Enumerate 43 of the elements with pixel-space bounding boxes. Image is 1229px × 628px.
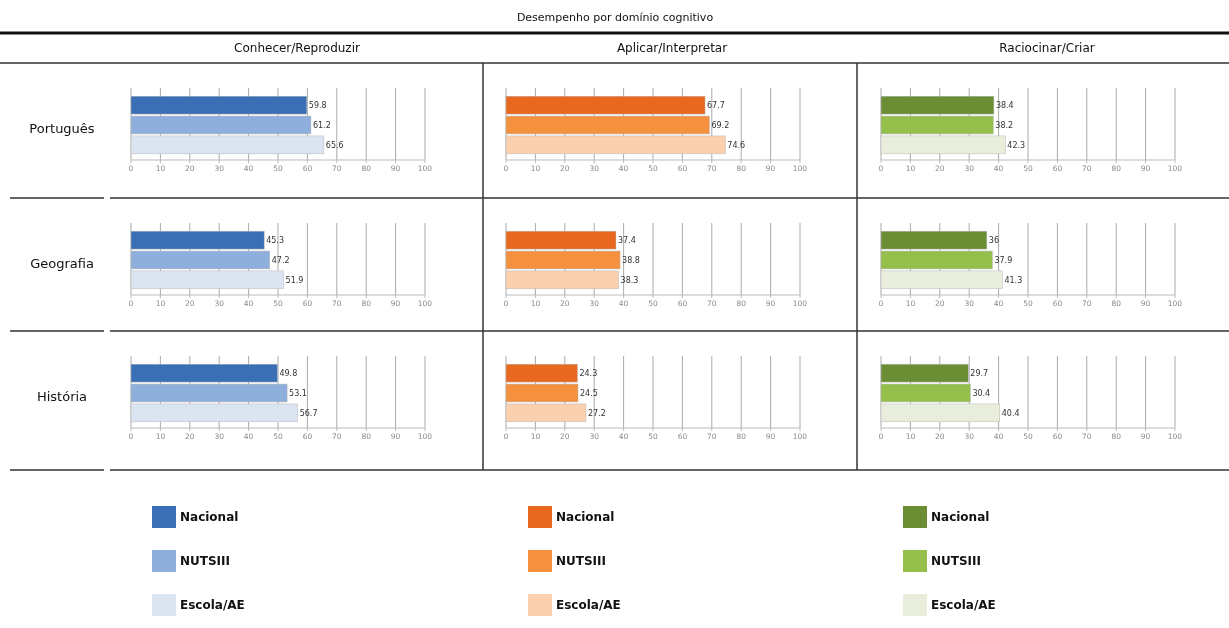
data-label: 38.8 [622,255,640,265]
chart-title: Conhecer/Reproduzir [234,41,360,55]
text: Desempenho por domínio cognitivo [516,11,714,24]
chart-title: Aplicar/Interpretar [616,41,728,55]
legend-label: Escola/AE [180,598,245,613]
legend-label: Escola/AE [931,598,996,613]
data-label: 37.9 [994,255,1013,265]
y-axis-title: História [36,389,88,404]
data-label: 51.9 [285,275,304,285]
data-label: 59.8 [308,100,327,110]
legend-label: Nacional [556,510,615,525]
data-label: 27.2 [587,408,606,418]
data-label: 69.2 [711,120,730,130]
data-label: 40.4 [1001,408,1020,418]
y-axis-title: Geografia [30,256,94,271]
data-label: 37.4 [617,235,636,245]
data-label: 65.6 [325,140,344,150]
data-label: 74.6 [727,140,746,150]
data-label: 67.7 [707,100,725,110]
data-label: 45.3 [266,235,284,245]
data-label: 47.2 [271,255,290,265]
data-label: 41.3 [1004,275,1023,285]
data-label: 53.1 [289,388,307,398]
legend-label: NUTSIII [556,554,607,569]
legend-label: NUTSIII [931,554,982,569]
data-label: 38.4 [995,100,1014,110]
data-label: 24.5 [580,388,598,398]
data-label: 38.2 [995,120,1014,130]
legend-label: Escola/AE [556,598,621,613]
legend-label: Nacional [931,510,990,525]
data-label: 30.4 [972,388,991,398]
data-label: 24.3 [579,368,598,378]
data-label: 42.3 [1007,140,1026,150]
data-label: 61.2 [312,120,331,130]
data-label: 56.7 [299,408,318,418]
data-label: 49.8 [279,368,298,378]
data-label: 38.3 [620,275,639,285]
data-label: 29.7 [970,368,989,378]
chart-title: Raciocinar/Criar [999,41,1095,55]
y-axis-title: Português [29,121,95,136]
legend-label: Nacional [180,510,239,525]
data-label: 36 [988,235,1000,245]
legend-label: NUTSIII [180,554,231,569]
